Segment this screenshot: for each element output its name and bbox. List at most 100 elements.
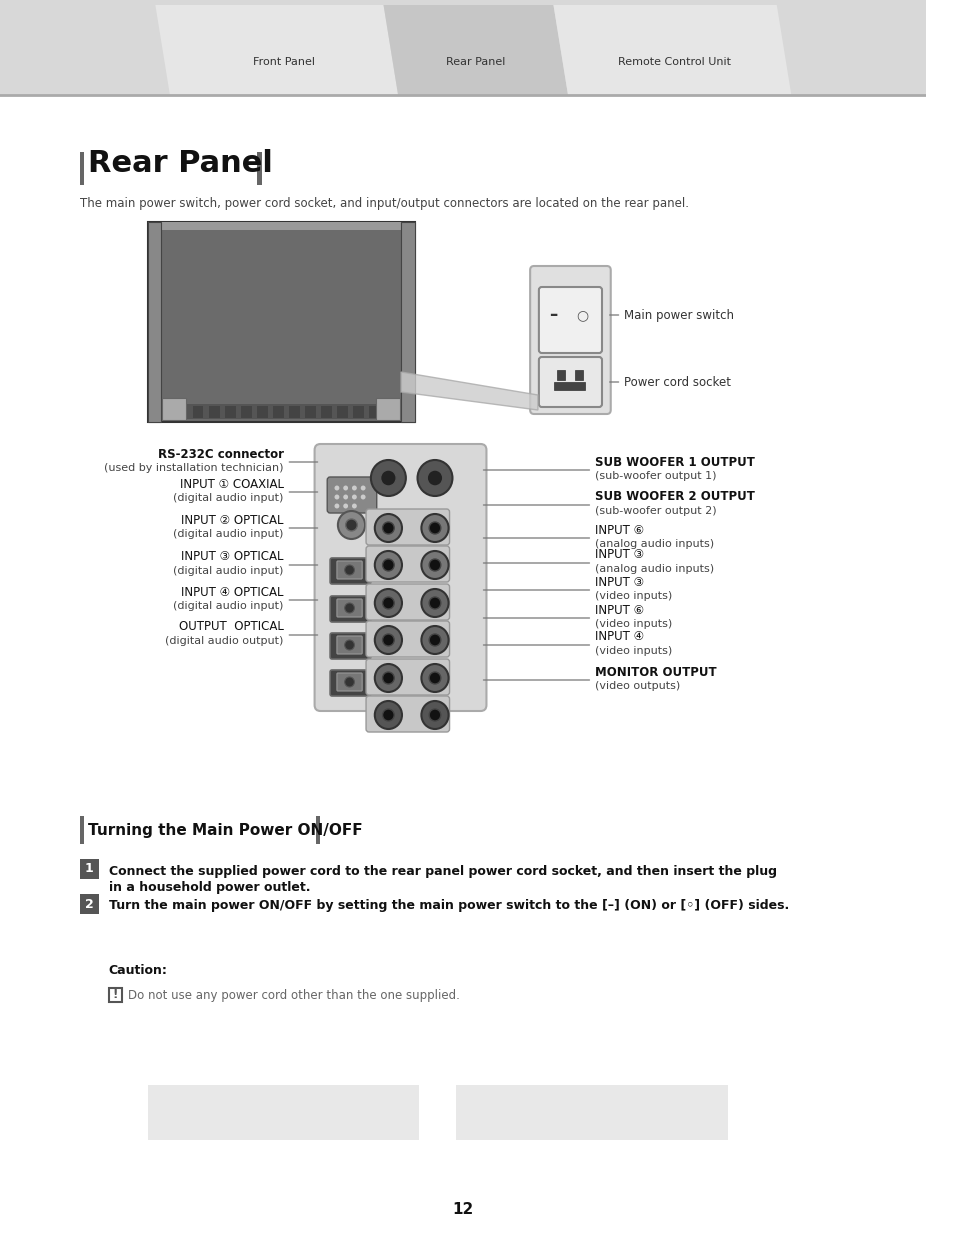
Circle shape bbox=[345, 519, 357, 531]
Text: OUTPUT  OPTICAL: OUTPUT OPTICAL bbox=[178, 621, 283, 633]
Bar bbox=[241, 406, 252, 418]
Bar bbox=[79, 894, 99, 914]
Text: 12: 12 bbox=[452, 1203, 474, 1218]
Text: –: – bbox=[549, 306, 557, 323]
Text: Rear Panel: Rear Panel bbox=[89, 148, 273, 178]
Bar bbox=[273, 406, 283, 418]
Circle shape bbox=[382, 522, 394, 534]
Text: INPUT ④ OPTICAL: INPUT ④ OPTICAL bbox=[181, 586, 283, 598]
Circle shape bbox=[344, 565, 354, 575]
Circle shape bbox=[344, 639, 354, 651]
Circle shape bbox=[417, 460, 452, 496]
Circle shape bbox=[380, 470, 395, 486]
Polygon shape bbox=[553, 5, 790, 95]
Text: Rear Panel: Rear Panel bbox=[446, 57, 505, 67]
Text: Turn the main power ON/OFF by setting the main power switch to the [–] (ON) or [: Turn the main power ON/OFF by setting th… bbox=[109, 899, 788, 913]
FancyBboxPatch shape bbox=[336, 561, 362, 578]
Circle shape bbox=[360, 485, 365, 490]
Circle shape bbox=[375, 664, 401, 692]
Text: (video outputs): (video outputs) bbox=[595, 680, 679, 690]
Bar bbox=[148, 1085, 419, 1140]
Text: !: ! bbox=[112, 989, 118, 1001]
Bar bbox=[321, 406, 332, 418]
Text: 1: 1 bbox=[85, 862, 93, 876]
Text: (video inputs): (video inputs) bbox=[595, 646, 672, 656]
Text: Front Panel: Front Panel bbox=[253, 57, 315, 67]
Bar bbox=[148, 221, 415, 422]
Bar bbox=[575, 369, 582, 379]
Text: SUB WOOFER 1 OUTPUT: SUB WOOFER 1 OUTPUT bbox=[595, 455, 754, 469]
FancyBboxPatch shape bbox=[366, 509, 449, 545]
Circle shape bbox=[429, 522, 440, 534]
Circle shape bbox=[375, 588, 401, 617]
FancyBboxPatch shape bbox=[538, 357, 601, 407]
Polygon shape bbox=[400, 372, 537, 411]
Text: in a household power outlet.: in a household power outlet. bbox=[109, 881, 310, 893]
Bar bbox=[375, 398, 399, 420]
Polygon shape bbox=[155, 5, 397, 95]
Circle shape bbox=[343, 504, 348, 509]
Circle shape bbox=[382, 634, 394, 646]
Bar bbox=[79, 860, 99, 880]
Bar bbox=[79, 816, 85, 843]
Text: (analog audio inputs): (analog audio inputs) bbox=[595, 564, 714, 573]
FancyBboxPatch shape bbox=[366, 583, 449, 620]
Bar bbox=[353, 406, 364, 418]
Circle shape bbox=[335, 495, 339, 500]
FancyBboxPatch shape bbox=[330, 596, 371, 622]
FancyBboxPatch shape bbox=[330, 671, 371, 695]
Text: Caution:: Caution: bbox=[109, 964, 168, 977]
Circle shape bbox=[421, 702, 448, 729]
Circle shape bbox=[421, 664, 448, 692]
Circle shape bbox=[421, 588, 448, 617]
Circle shape bbox=[344, 603, 354, 613]
Circle shape bbox=[375, 702, 401, 729]
Circle shape bbox=[375, 626, 401, 654]
Text: Do not use any power cord other than the one supplied.: Do not use any power cord other than the… bbox=[128, 989, 459, 1001]
Text: (analog audio inputs): (analog audio inputs) bbox=[595, 539, 714, 549]
Text: (digital audio input): (digital audio input) bbox=[172, 493, 283, 503]
Circle shape bbox=[429, 672, 440, 684]
Text: ○: ○ bbox=[576, 309, 588, 322]
Circle shape bbox=[337, 511, 365, 539]
FancyBboxPatch shape bbox=[330, 633, 371, 659]
FancyBboxPatch shape bbox=[336, 673, 362, 690]
Text: (sub-woofer output 2): (sub-woofer output 2) bbox=[595, 506, 716, 516]
Bar bbox=[557, 369, 564, 379]
Text: (sub-woofer output 1): (sub-woofer output 1) bbox=[595, 471, 716, 481]
FancyBboxPatch shape bbox=[366, 546, 449, 582]
Circle shape bbox=[421, 626, 448, 654]
Circle shape bbox=[360, 495, 365, 500]
Text: INPUT ③: INPUT ③ bbox=[595, 549, 643, 561]
FancyBboxPatch shape bbox=[366, 659, 449, 695]
Circle shape bbox=[429, 597, 440, 610]
Bar bbox=[109, 988, 122, 1001]
Bar bbox=[554, 382, 585, 391]
Text: INPUT ⑥: INPUT ⑥ bbox=[595, 524, 643, 536]
Circle shape bbox=[382, 559, 394, 571]
Text: INPUT ① COAXIAL: INPUT ① COAXIAL bbox=[179, 478, 283, 490]
Circle shape bbox=[382, 709, 394, 722]
Circle shape bbox=[352, 504, 356, 509]
Circle shape bbox=[375, 514, 401, 542]
FancyBboxPatch shape bbox=[336, 636, 362, 654]
Text: (digital audio output): (digital audio output) bbox=[165, 636, 283, 646]
Bar bbox=[176, 404, 385, 419]
Bar bbox=[257, 152, 262, 185]
FancyBboxPatch shape bbox=[366, 621, 449, 657]
Bar bbox=[369, 406, 379, 418]
Text: Connect the supplied power cord to the rear panel power cord socket, and then in: Connect the supplied power cord to the r… bbox=[109, 865, 776, 877]
FancyBboxPatch shape bbox=[530, 266, 610, 414]
Polygon shape bbox=[383, 5, 567, 95]
Circle shape bbox=[343, 485, 348, 490]
Circle shape bbox=[382, 672, 394, 684]
Circle shape bbox=[371, 460, 405, 496]
FancyBboxPatch shape bbox=[327, 476, 376, 513]
Circle shape bbox=[344, 677, 354, 687]
Text: The main power switch, power cord socket, and input/output connectors are locate: The main power switch, power cord socket… bbox=[79, 198, 688, 210]
Bar bbox=[256, 406, 268, 418]
Text: (digital audio input): (digital audio input) bbox=[172, 566, 283, 576]
Bar bbox=[79, 152, 85, 185]
Bar bbox=[209, 406, 219, 418]
Bar bbox=[456, 1085, 727, 1140]
